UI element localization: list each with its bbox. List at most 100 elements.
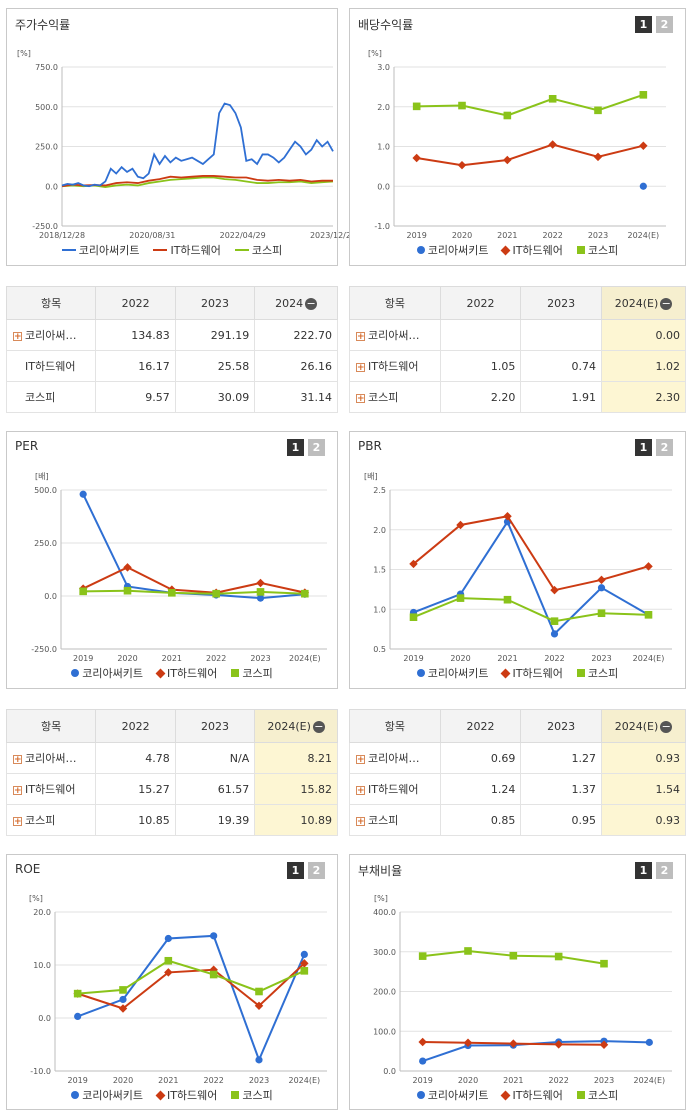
legend-item-corp[interactable]: 코리아써키트 (61, 242, 139, 258)
legend: 코리아써키트 IT하드웨어 코스피 (350, 1087, 685, 1103)
page-1-button[interactable]: 1 (635, 862, 652, 879)
legend-item-it[interactable]: IT하드웨어 (153, 242, 221, 258)
expand-plus-icon[interactable]: + (13, 816, 22, 827)
table-cell: 15.27 (95, 773, 176, 805)
expand-plus-icon[interactable]: + (13, 754, 22, 765)
page-2-button[interactable]: 2 (308, 439, 325, 456)
legend-item-corp[interactable]: 코리아써키트 (416, 665, 489, 681)
table-cell: 134.83 (95, 319, 176, 351)
row-label-cell[interactable]: + IT하드웨어 (349, 773, 441, 805)
legend-item-kospi[interactable]: 코스피 (231, 665, 273, 681)
data-point (644, 611, 653, 619)
row-label-cell[interactable]: + 코스피 (5, 804, 97, 836)
legend-item-it[interactable]: IT하드웨어 (501, 1087, 563, 1103)
page-2-button[interactable]: 2 (656, 16, 673, 33)
expand-plus-icon[interactable]: + (13, 785, 22, 796)
legend-label: IT하드웨어 (512, 667, 563, 680)
legend-item-it[interactable]: IT하드웨어 (501, 242, 563, 258)
expand-plus-icon[interactable]: + (356, 362, 365, 373)
debt-ratio-panel: 부채비율 1 2 [%] 400.0 300.0 200.0 100.0 0.0 2019 2… (349, 854, 686, 1110)
table-cell: 25.58 (174, 350, 256, 382)
legend-item-corp[interactable]: 코리아써키트 (416, 1087, 488, 1103)
column-header[interactable]: 2024(E) − (600, 709, 687, 743)
page-2-button[interactable]: 2 (656, 439, 673, 456)
row-label: 코리아써… (25, 329, 77, 342)
data-point (119, 995, 127, 1004)
expand-plus-icon[interactable]: + (356, 754, 365, 765)
page-1-button[interactable]: 1 (287, 439, 304, 456)
legend-item-kospi[interactable]: 코스피 (234, 242, 282, 258)
series-line-it (82, 566, 306, 594)
row-label-cell[interactable]: + 코리아써… (349, 319, 441, 351)
series-line-corp (82, 493, 305, 600)
collapse-icon[interactable]: − (660, 719, 673, 733)
table-cell: 15.82 (254, 773, 338, 805)
legend-item-it[interactable]: IT하드웨어 (155, 1087, 217, 1103)
axis-unit-label: [%] (29, 894, 43, 903)
x-tick-label: 2024(E) (633, 654, 665, 663)
row-label-cell[interactable]: + IT하드웨어 (5, 773, 97, 805)
row-label-cell[interactable]: + 코리아써… (349, 742, 441, 774)
legend-label: 코리아써키트 (427, 667, 489, 680)
legend-item-kospi[interactable]: 코스피 (576, 665, 618, 681)
page-1-button[interactable]: 1 (635, 439, 652, 456)
x-tick-label: 2023 (250, 654, 270, 663)
column-header-label: 2023 (547, 296, 576, 310)
column-header-label: 2023 (201, 296, 230, 310)
axis-unit-label: [배] (364, 472, 378, 481)
data-point (597, 609, 606, 618)
legend-label: IT하드웨어 (166, 667, 218, 680)
row-label: IT하드웨어 (25, 783, 76, 796)
column-header: 항목 (349, 709, 441, 743)
y-tick-label: 0.0 (377, 182, 390, 191)
x-tick-label: 2023 (588, 231, 608, 240)
legend-item-kospi[interactable]: 코스피 (576, 242, 618, 258)
expand-plus-icon[interactable]: + (13, 331, 22, 342)
page-2-button[interactable]: 2 (656, 862, 673, 879)
legend-label: 코리아써키트 (82, 667, 143, 680)
page-buttons: 1 2 (635, 439, 673, 456)
legend-item-corp[interactable]: 코리아써키트 (416, 242, 488, 258)
table-cell: 1.24 (439, 773, 522, 805)
row-label-cell[interactable]: + 코스피 (349, 381, 441, 413)
axis-unit-label: [배] (35, 472, 49, 481)
row-label-cell[interactable]: + 코리아써… (5, 742, 97, 774)
row-label-cell[interactable]: + 코리아써… (5, 319, 97, 351)
legend-item-kospi[interactable]: 코스피 (231, 1087, 273, 1103)
column-header-label: 2022 (121, 296, 150, 310)
legend-item-kospi[interactable]: 코스피 (576, 1087, 618, 1103)
page-1-button[interactable]: 1 (287, 862, 304, 879)
x-tick-label: 2020 (113, 1076, 133, 1085)
legend-item-it[interactable]: IT하드웨어 (501, 665, 563, 681)
table-cell (520, 319, 602, 351)
column-header[interactable]: 2024− (254, 286, 338, 320)
y-tick-label: 250.0 (34, 539, 57, 548)
column-header-label: 2022 (466, 296, 495, 310)
pbr-panel: PBR 1 2 [배] 2.5 2.0 1.5 1.0 0.5 2019 2020 2021 20… (349, 431, 686, 689)
row-label-cell[interactable]: + IT하드웨어 (349, 350, 441, 382)
legend-item-corp[interactable]: 코리아써키트 (71, 1087, 143, 1103)
collapse-icon[interactable]: − (660, 296, 673, 310)
data-point (123, 563, 132, 572)
page-1-button[interactable]: 1 (635, 16, 652, 33)
collapse-icon[interactable]: − (312, 719, 325, 733)
line-swatch-icon (234, 249, 249, 251)
column-header[interactable]: 2024(E) − (254, 709, 338, 743)
expand-plus-icon[interactable]: + (356, 331, 365, 342)
row-label-cell[interactable]: + 코스피 (349, 804, 441, 836)
page-2-button[interactable]: 2 (308, 862, 325, 879)
expand-plus-icon[interactable]: + (356, 816, 365, 827)
expand-plus-icon[interactable]: + (356, 393, 365, 404)
x-tick-label: 2022 (542, 231, 562, 240)
data-point (503, 595, 512, 604)
data-point (164, 956, 173, 965)
column-header[interactable]: 2024(E) − (600, 286, 687, 320)
expand-plus-icon[interactable]: + (356, 785, 365, 796)
legend-item-corp[interactable]: 코리아써키트 (71, 665, 143, 681)
data-point (456, 594, 465, 602)
legend-item-it[interactable]: IT하드웨어 (155, 665, 218, 681)
dividend-yield-chart: [%] 3.0 2.0 1.0 0.0 -1.0 2019 2020 2021 2022 2023 2… (368, 49, 666, 240)
collapse-icon[interactable]: − (305, 296, 318, 310)
table-cell: 0.93 (600, 742, 687, 774)
table-row: + 코스피 0.85 0.95 0.93 (349, 804, 687, 836)
